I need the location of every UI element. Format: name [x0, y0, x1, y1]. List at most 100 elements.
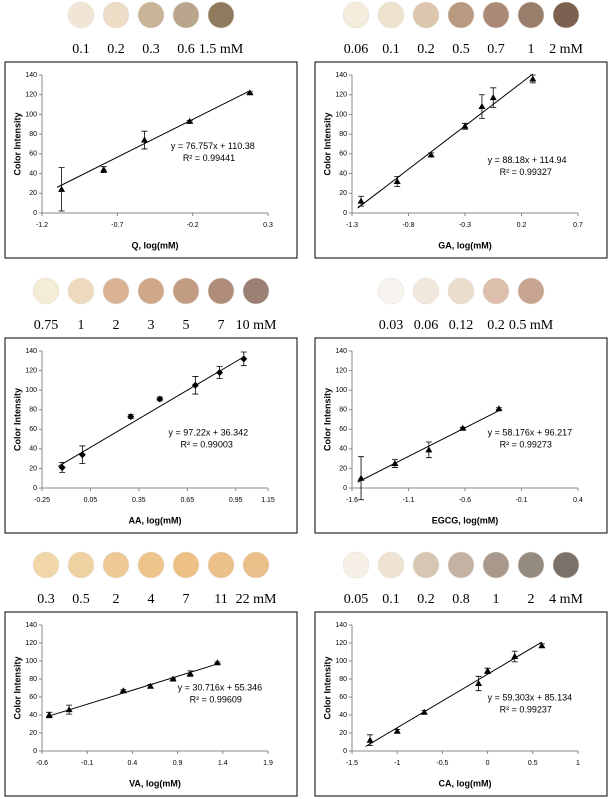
regression-equation: y = 88.18x + 114.94 — [488, 155, 567, 165]
y-tick-label: 100 — [335, 387, 347, 394]
x-tick-label: 0.95 — [229, 497, 243, 504]
swatch-label: 0.3 — [37, 592, 55, 607]
color-swatch — [517, 277, 545, 305]
data-point — [461, 122, 469, 129]
swatch-label: 0.5 — [72, 592, 90, 607]
chart-frame — [314, 611, 608, 797]
data-point — [420, 708, 428, 715]
x-tick-label: -0.5 — [436, 760, 448, 767]
color-swatch — [552, 1, 580, 29]
x-tick-label: -1.3 — [346, 222, 358, 229]
swatch-label: 0.03 — [379, 318, 404, 333]
r-squared: R² = 0.99003 — [181, 440, 233, 450]
r-squared: R² = 0.99273 — [500, 440, 552, 450]
data-point — [100, 166, 108, 173]
x-tick-label: 0.9 — [173, 760, 183, 767]
swatch-label: 3 — [148, 318, 155, 333]
x-tick-label: 0.4 — [128, 760, 138, 767]
swatch-label: 0.2 — [107, 42, 125, 57]
data-point — [393, 177, 401, 184]
x-tick-label: -0.8 — [402, 222, 414, 229]
swatch-label: 0.06 — [414, 318, 439, 333]
color-swatch — [207, 277, 235, 305]
color-swatch — [242, 551, 270, 579]
swatch-label: 4 mM — [549, 592, 583, 607]
swatch-label: 2 — [113, 592, 120, 607]
r-squared: R² = 0.99441 — [183, 153, 235, 163]
swatch-label: 0.2 — [417, 592, 435, 607]
x-tick-label: 0.7 — [573, 222, 583, 229]
chart-frame — [314, 337, 608, 534]
regression-equation: y = 59.303x + 85.134 — [488, 692, 573, 702]
data-point — [186, 670, 194, 677]
y-tick-label: 120 — [25, 92, 37, 99]
data-point — [427, 151, 435, 158]
x-tick-label: 0.2 — [517, 222, 527, 229]
data-point — [119, 687, 127, 694]
color-swatch — [32, 277, 60, 305]
y-tick-label: 100 — [25, 658, 37, 665]
data-point — [529, 75, 537, 82]
y-tick-label: 20 — [29, 465, 37, 472]
swatch-label: 2 mM — [549, 42, 583, 57]
data-point — [240, 355, 248, 363]
y-tick-label: 140 — [25, 72, 37, 79]
data-point — [191, 381, 199, 389]
data-point — [478, 103, 486, 110]
y-tick-label: 20 — [339, 730, 347, 737]
y-axis-title: Color Intensity — [12, 388, 22, 451]
swatch-label: 4 — [148, 592, 155, 607]
y-tick-label: 80 — [29, 131, 37, 138]
x-tick-label: 1.4 — [218, 760, 228, 767]
x-tick-label: -0.1 — [81, 760, 93, 767]
y-tick-label: 140 — [335, 348, 347, 355]
x-tick-label: 0.3 — [263, 222, 273, 229]
y-tick-label: 100 — [335, 658, 347, 665]
y-tick-label: 0 — [343, 485, 347, 492]
data-point — [146, 682, 154, 689]
color-swatch — [102, 551, 130, 579]
x-tick-label: -1.1 — [402, 497, 414, 504]
color-swatch — [67, 277, 95, 305]
y-tick-label: 40 — [339, 170, 347, 177]
trendline — [357, 410, 500, 483]
data-point — [186, 117, 194, 124]
swatch-label: 0.05 — [344, 592, 369, 607]
y-tick-label: 80 — [29, 676, 37, 683]
r-squared: R² = 0.99237 — [500, 704, 552, 714]
swatch-label: 0.1 — [382, 42, 400, 57]
x-tick-label: 1 — [576, 760, 580, 767]
swatch-label: 0.1 — [382, 592, 400, 607]
color-swatch — [67, 1, 95, 29]
color-swatch — [377, 551, 405, 579]
x-tick-label: 0.4 — [573, 497, 583, 504]
x-tick-label: -1.6 — [346, 497, 358, 504]
y-axis-title: Color Intensity — [322, 656, 332, 719]
swatch-label: 0.5 — [452, 42, 470, 57]
x-tick-label: -0.1 — [515, 497, 527, 504]
x-tick-label: -1.2 — [36, 222, 48, 229]
y-axis-title: Color Intensity — [12, 112, 22, 175]
y-tick-label: 20 — [29, 190, 37, 197]
data-point — [45, 711, 53, 718]
color-swatch — [172, 551, 200, 579]
data-point — [65, 706, 73, 713]
swatch-label: 2 — [528, 592, 535, 607]
color-swatch — [342, 1, 370, 29]
y-tick-label: 20 — [339, 465, 347, 472]
y-tick-label: 40 — [29, 170, 37, 177]
y-tick-label: 120 — [335, 640, 347, 647]
x-tick-label: 0.5 — [528, 760, 538, 767]
x-tick-label: -0.3 — [459, 222, 471, 229]
y-tick-label: 80 — [29, 407, 37, 414]
y-tick-label: 40 — [29, 446, 37, 453]
color-swatch — [447, 277, 475, 305]
y-tick-label: 0 — [343, 748, 347, 755]
x-tick-label: -0.6 — [36, 760, 48, 767]
swatch-label: 0.2 — [487, 318, 505, 333]
regression-equation: y = 97.22x + 36.342 — [169, 428, 249, 438]
y-tick-label: 100 — [25, 111, 37, 118]
data-point — [484, 667, 492, 674]
color-swatch — [412, 277, 440, 305]
y-tick-label: 0 — [33, 485, 37, 492]
